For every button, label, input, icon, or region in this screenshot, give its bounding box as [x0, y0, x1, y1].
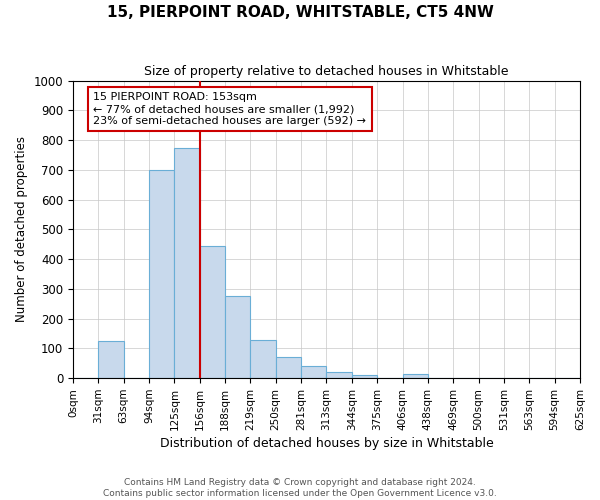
Bar — [225, 296, 250, 378]
Bar — [149, 170, 175, 378]
Text: 15, PIERPOINT ROAD, WHITSTABLE, CT5 4NW: 15, PIERPOINT ROAD, WHITSTABLE, CT5 4NW — [107, 5, 493, 20]
Bar — [98, 341, 124, 378]
Bar — [301, 366, 326, 378]
X-axis label: Distribution of detached houses by size in Whitstable: Distribution of detached houses by size … — [160, 437, 493, 450]
Title: Size of property relative to detached houses in Whitstable: Size of property relative to detached ho… — [144, 65, 509, 78]
Text: Contains HM Land Registry data © Crown copyright and database right 2024.
Contai: Contains HM Land Registry data © Crown c… — [103, 478, 497, 498]
Y-axis label: Number of detached properties: Number of detached properties — [15, 136, 28, 322]
Text: 15 PIERPOINT ROAD: 153sqm
← 77% of detached houses are smaller (1,992)
23% of se: 15 PIERPOINT ROAD: 153sqm ← 77% of detac… — [93, 92, 366, 126]
Bar — [200, 246, 225, 378]
Bar — [403, 374, 428, 378]
Bar — [352, 375, 377, 378]
Bar — [250, 340, 276, 378]
Bar — [276, 358, 301, 378]
Bar — [326, 372, 352, 378]
Bar — [175, 148, 200, 378]
